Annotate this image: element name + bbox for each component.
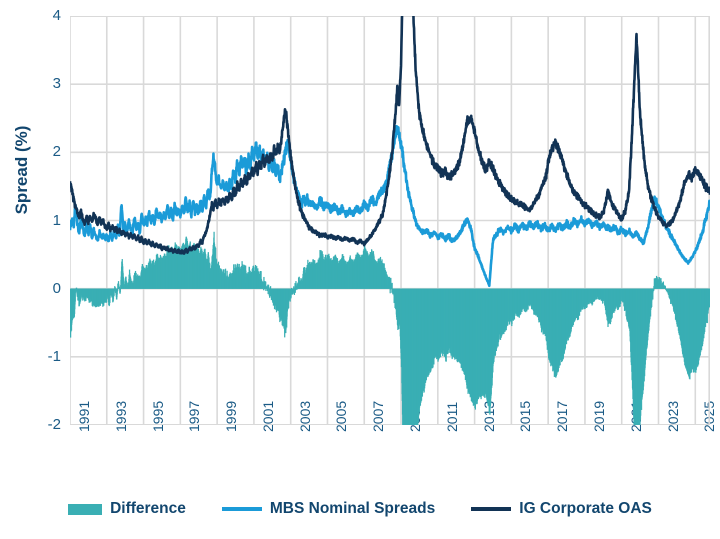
y-tick-label: 2 <box>52 143 61 161</box>
legend-item[interactable]: IG Corporate OAS <box>471 500 652 518</box>
legend-label: MBS Nominal Spreads <box>269 500 436 517</box>
legend-item[interactable]: MBS Nominal Spreads <box>221 500 436 518</box>
plot-area <box>70 16 710 425</box>
ig-corporate-oas-series <box>70 16 710 255</box>
legend-label: IG Corporate OAS <box>519 500 652 517</box>
legend-swatch-mbs <box>221 507 262 511</box>
legend-item[interactable]: Difference <box>68 500 186 518</box>
y-tick-label: 3 <box>52 75 61 93</box>
y-tick-label: -2 <box>47 416 61 433</box>
legend-swatch-ig <box>471 507 512 511</box>
legend-swatch-difference <box>68 503 103 515</box>
y-tick-label: 1 <box>52 211 61 229</box>
gridlines <box>70 16 710 425</box>
y-tick-label: 0 <box>52 279 61 297</box>
chart-svg <box>70 16 710 425</box>
legend-label: Difference <box>110 500 186 517</box>
y-tick-label: -1 <box>47 347 61 365</box>
y-tick-label: 4 <box>52 7 61 24</box>
difference-area-series <box>70 231 710 425</box>
chart-legend: Difference MBS Nominal Spreads IG Corporat… <box>0 500 720 518</box>
y-axis-title: Spread (%) <box>12 125 31 215</box>
